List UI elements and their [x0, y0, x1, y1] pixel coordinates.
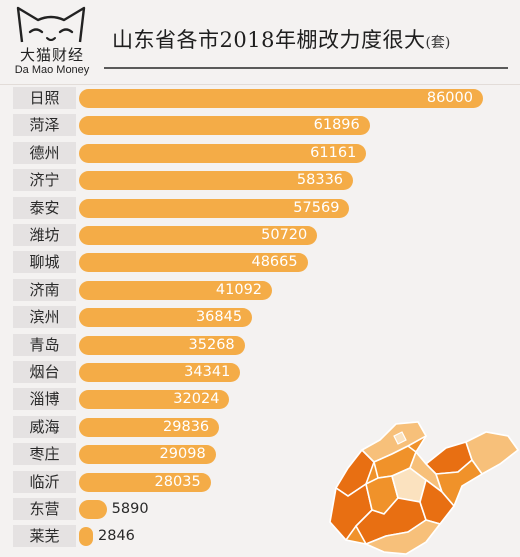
data-label: 34341 — [184, 364, 231, 380]
data-label: 57569 — [293, 199, 340, 216]
cat-logo: 大猫财经 Da Mao Money — [8, 2, 94, 82]
category-label-box — [13, 470, 76, 493]
category-label: 烟台 — [29, 363, 60, 381]
category-label: 德州 — [29, 143, 60, 162]
category-label: 临沂 — [29, 472, 60, 491]
data-label: 32024 — [173, 391, 220, 408]
category-label-box — [13, 525, 76, 548]
category-label-box — [13, 251, 76, 274]
bar — [79, 390, 230, 410]
category-label: 东营 — [29, 500, 60, 518]
bar — [79, 226, 318, 245]
data-label: 36845 — [195, 309, 243, 326]
category-label: 枣庄 — [29, 445, 60, 464]
bar — [79, 417, 220, 437]
logo-text-en: Da Mao Money — [14, 64, 90, 76]
bar — [79, 143, 367, 163]
category-label-box — [13, 498, 76, 520]
bar — [79, 445, 216, 465]
category-label: 聊城 — [29, 253, 60, 272]
data-label: 61161 — [310, 144, 357, 161]
bar — [79, 363, 241, 382]
category-label: 济宁 — [29, 171, 60, 190]
bar — [79, 308, 253, 328]
category-label: 威海 — [29, 417, 60, 436]
data-label: 48665 — [251, 254, 298, 271]
data-label: 29098 — [159, 446, 206, 463]
data-label: 58336 — [296, 172, 344, 189]
category-label-box — [13, 361, 76, 383]
shandong-map-illustration — [329, 421, 520, 555]
category-label-box — [13, 169, 76, 192]
bar — [79, 116, 370, 136]
category-label: 日照 — [29, 89, 60, 107]
chart-unit: (套) — [425, 35, 451, 51]
category-label-box — [13, 224, 76, 246]
category-label: 济南 — [29, 280, 60, 299]
category-label-box — [13, 278, 76, 301]
bar — [79, 280, 273, 300]
title-underline — [104, 67, 508, 69]
bar — [79, 89, 483, 108]
category-label: 泰安 — [29, 198, 60, 217]
bar — [79, 335, 245, 355]
chart-header: 大猫财经 Da Mao Money 山东省各市2018年棚改力度很大(套) — [0, 0, 520, 84]
data-label: 41092 — [215, 281, 263, 298]
category-label-box — [13, 87, 76, 109]
data-label: 61896 — [313, 117, 360, 134]
cat-logo-icon — [16, 6, 86, 43]
header-separator — [0, 84, 520, 85]
title-block: 山东省各市2018年棚改力度很大(套) — [112, 24, 450, 64]
data-label: 29836 — [163, 418, 210, 435]
category-label-box — [13, 388, 76, 411]
category-label-box — [13, 415, 76, 438]
data-label: 86000 — [426, 90, 473, 106]
category-label: 潍坊 — [29, 226, 60, 244]
logo-text-cn: 大猫财经 — [19, 46, 84, 64]
bar — [79, 171, 354, 191]
data-label: 35268 — [188, 336, 235, 353]
bar — [79, 472, 211, 492]
category-label: 莱芜 — [29, 527, 60, 546]
category-label-box — [13, 141, 76, 164]
data-label: 50720 — [261, 227, 308, 243]
bar — [79, 253, 308, 273]
category-label-box — [13, 333, 76, 356]
data-label: 2846 — [98, 528, 135, 545]
bar — [79, 527, 93, 547]
category-label-box — [13, 196, 76, 219]
category-label: 滨州 — [29, 308, 60, 327]
category-label: 菏泽 — [29, 116, 60, 135]
category-label-box — [13, 443, 76, 466]
category-label-box — [13, 306, 76, 329]
category-label-box — [13, 114, 76, 137]
category-label: 青岛 — [29, 335, 60, 354]
data-label: 5890 — [111, 501, 149, 517]
category-label: 淄博 — [29, 390, 60, 409]
chart-title: 山东省各市2018年棚改力度很大 — [112, 28, 426, 52]
bar — [79, 500, 107, 519]
data-label: 28035 — [154, 473, 201, 490]
bar — [79, 198, 350, 218]
